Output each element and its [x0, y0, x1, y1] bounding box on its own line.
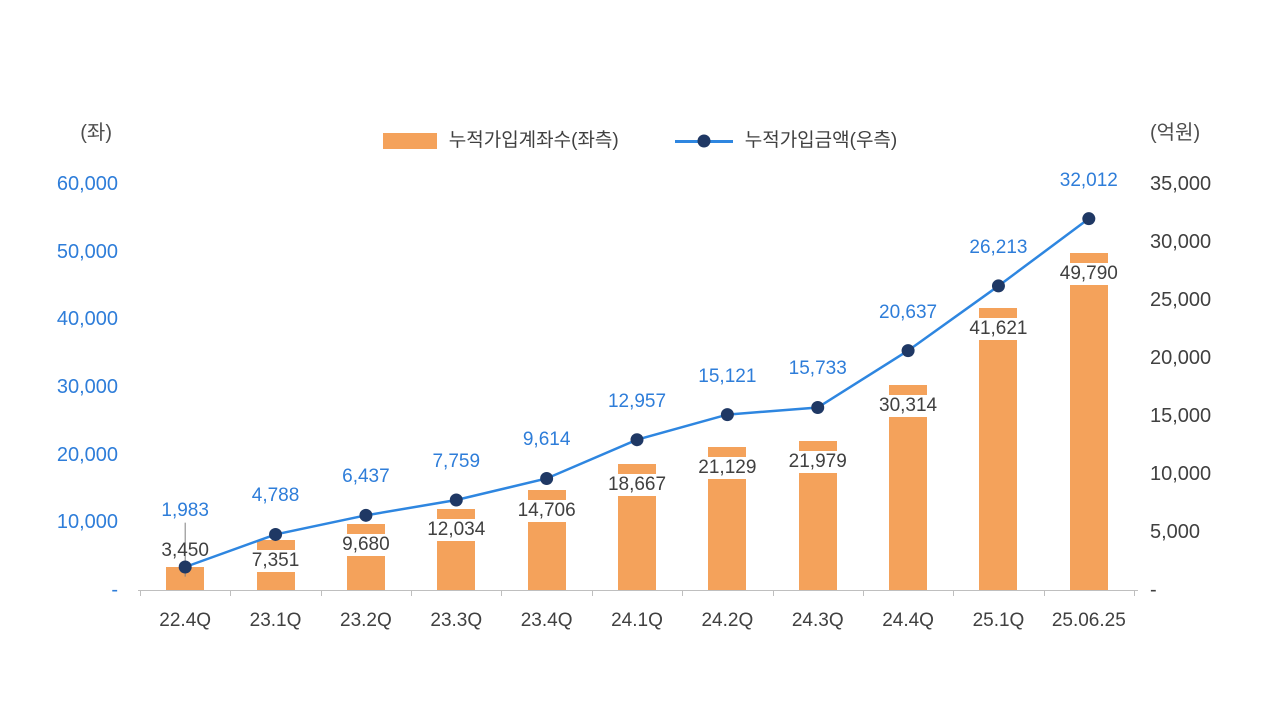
x-axis-tick-mark [140, 590, 141, 596]
line-value-label: 20,637 [879, 301, 938, 323]
x-axis-tick-mark [320, 590, 322, 596]
x-axis-tick-mark [501, 590, 503, 596]
x-axis-tick-mark [1043, 590, 1045, 596]
x-category-label: 25.06.25 [1051, 610, 1126, 631]
line-series-swatch-icon [674, 134, 733, 148]
line-value-label: 6,437 [342, 466, 390, 488]
line-series-marker [1082, 212, 1096, 226]
line-series-marker [449, 493, 463, 507]
line-series-marker [720, 408, 734, 422]
left-axis-tick-label: - [111, 579, 118, 601]
line-value-label: 26,213 [969, 236, 1028, 258]
right-axis-tick-label: 20,000 [1150, 347, 1212, 369]
x-axis-tick-mark [953, 590, 955, 596]
bar [166, 566, 205, 590]
x-axis-tick-mark [682, 590, 684, 596]
left-axis-tick-label: 20,000 [56, 443, 118, 466]
line-series-marker [178, 560, 192, 574]
right-axis-tick-label: 35,000 [1150, 173, 1212, 195]
x-category-label: 24.2Q [701, 610, 754, 631]
line-value-label: 4,788 [251, 485, 300, 507]
bar [979, 308, 1018, 590]
left-axis-tick-label: 10,000 [56, 511, 118, 534]
line-series-marker [359, 508, 373, 522]
bar-series-swatch-icon [382, 133, 437, 149]
x-category-label: 25.1Q [972, 610, 1025, 631]
line-value-label: 32,012 [1059, 169, 1118, 191]
right-axis-tick-label: 5,000 [1150, 521, 1201, 543]
right-axis-tick-label: 25,000 [1150, 289, 1212, 311]
line-series-marker [540, 471, 554, 485]
x-category-label: 24.1Q [611, 610, 663, 631]
x-axis-tick-mark [772, 590, 774, 596]
right-axis-tick-label: 15,000 [1150, 405, 1212, 427]
legend: 누적가입계좌수(좌측) 누적가입금액(우측) [0, 130, 1280, 152]
bar-value-label: 3,450 [161, 539, 209, 561]
bar-value-label: 21,129 [696, 457, 759, 480]
bar [889, 384, 928, 590]
x-category-label: 22.4Q [159, 610, 212, 631]
x-category-label: 23.2Q [340, 610, 392, 631]
line-value-label: 7,759 [432, 450, 481, 472]
bar-value-label: 49,790 [1057, 263, 1120, 286]
line-series-marker [991, 279, 1005, 293]
left-axis-unit-label: (좌) [80, 122, 112, 144]
x-category-label: 23.3Q [430, 610, 483, 631]
bar [1069, 253, 1108, 590]
bar-value-label: 9,680 [340, 534, 392, 557]
line-value-label: 15,733 [788, 358, 847, 380]
x-category-label: 24.3Q [791, 610, 844, 631]
left-axis-tick-label: 50,000 [56, 240, 118, 263]
line-series-marker [811, 400, 825, 414]
legend-item-line-series: 누적가입금액(우측) [674, 130, 898, 152]
right-axis-tick-label: - [1150, 579, 1157, 601]
line-value-label: 12,957 [607, 390, 667, 412]
x-category-label: 24.4Q [882, 610, 934, 631]
x-axis-tick-mark [230, 590, 232, 596]
bar-value-label: 12,034 [425, 518, 488, 541]
x-axis-line [138, 590, 1138, 591]
line-value-label: 15,121 [698, 365, 757, 387]
bar-value-label: 7,351 [249, 550, 302, 573]
left-axis-tick-label: 30,000 [56, 376, 118, 398]
x-axis-tick-mark [862, 590, 864, 596]
bar-value-label: 30,314 [877, 394, 940, 417]
x-axis-tick-mark [591, 590, 593, 596]
left-axis-tick-label: 40,000 [56, 308, 118, 331]
line-value-label: 1,983 [161, 499, 209, 521]
legend-label-bar-series: 누적가입계좌수(좌측) [448, 130, 619, 151]
line-value-label: 9,614 [522, 429, 571, 451]
x-category-label: 23.4Q [520, 610, 573, 631]
legend-label-line-series: 누적가입금액(우측) [744, 130, 898, 151]
line-series-marker [269, 527, 283, 541]
line-series-marker [901, 344, 915, 358]
left-axis-tick-label: 60,000 [56, 173, 118, 195]
x-category-label: 23.1Q [249, 610, 302, 631]
legend-item-bar-series: 누적가입계좌수(좌측) [382, 130, 619, 152]
right-axis-unit-label: (억원) [1150, 122, 1201, 144]
x-axis-tick-mark [411, 590, 413, 596]
bar-value-label: 41,621 [967, 318, 1030, 341]
right-axis-tick-label: 10,000 [1150, 463, 1212, 485]
right-axis-tick-label: 30,000 [1150, 231, 1212, 253]
bar-value-label: 14,706 [515, 500, 578, 523]
bar-value-label: 21,979 [786, 451, 849, 474]
line-series-marker [630, 433, 644, 447]
x-axis-tick-mark [1134, 590, 1135, 596]
line-marker-dot-icon [697, 134, 711, 148]
bar-value-label: 18,667 [605, 473, 669, 496]
